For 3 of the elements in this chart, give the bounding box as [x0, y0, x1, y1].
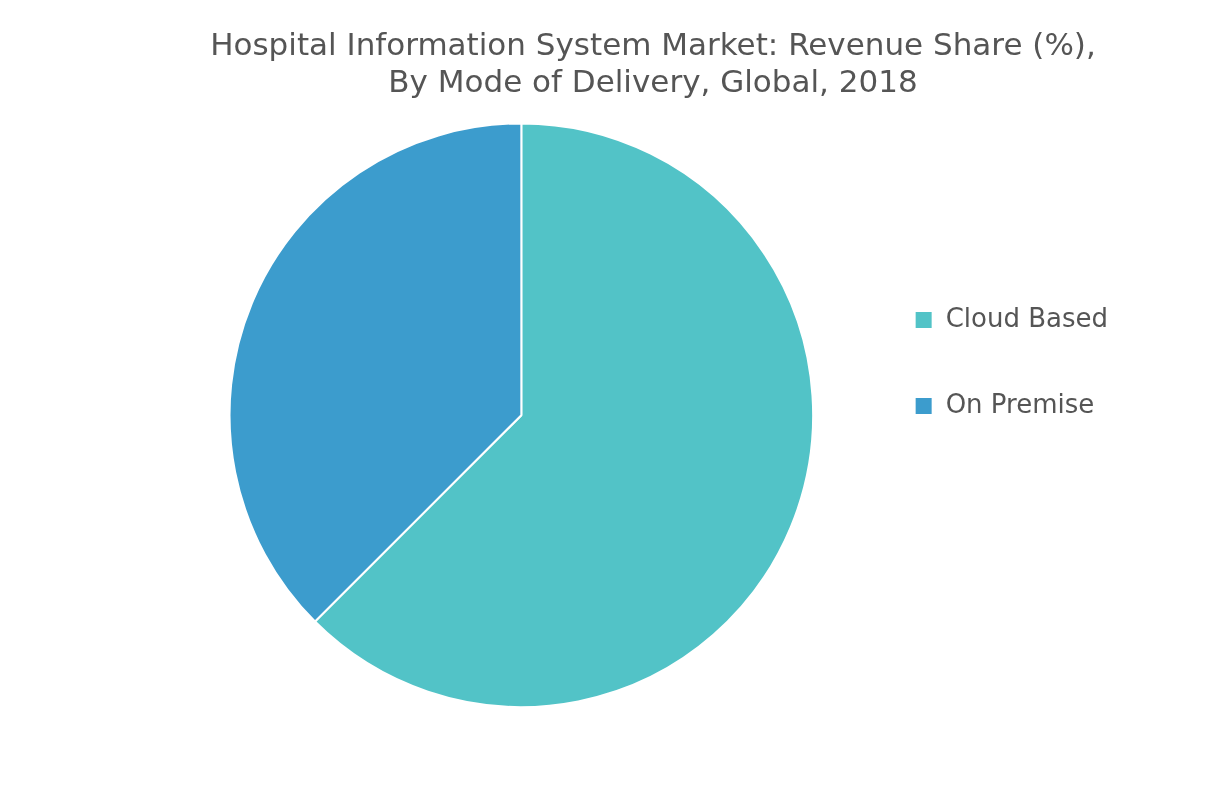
legend-label: Cloud Based	[945, 302, 1109, 333]
chart-title: Hospital Information System Market: Revenue Share (%), By Mode of Delivery, Global, 2018	[210, 25, 1096, 99]
legend-label: On Premise	[945, 388, 1095, 419]
